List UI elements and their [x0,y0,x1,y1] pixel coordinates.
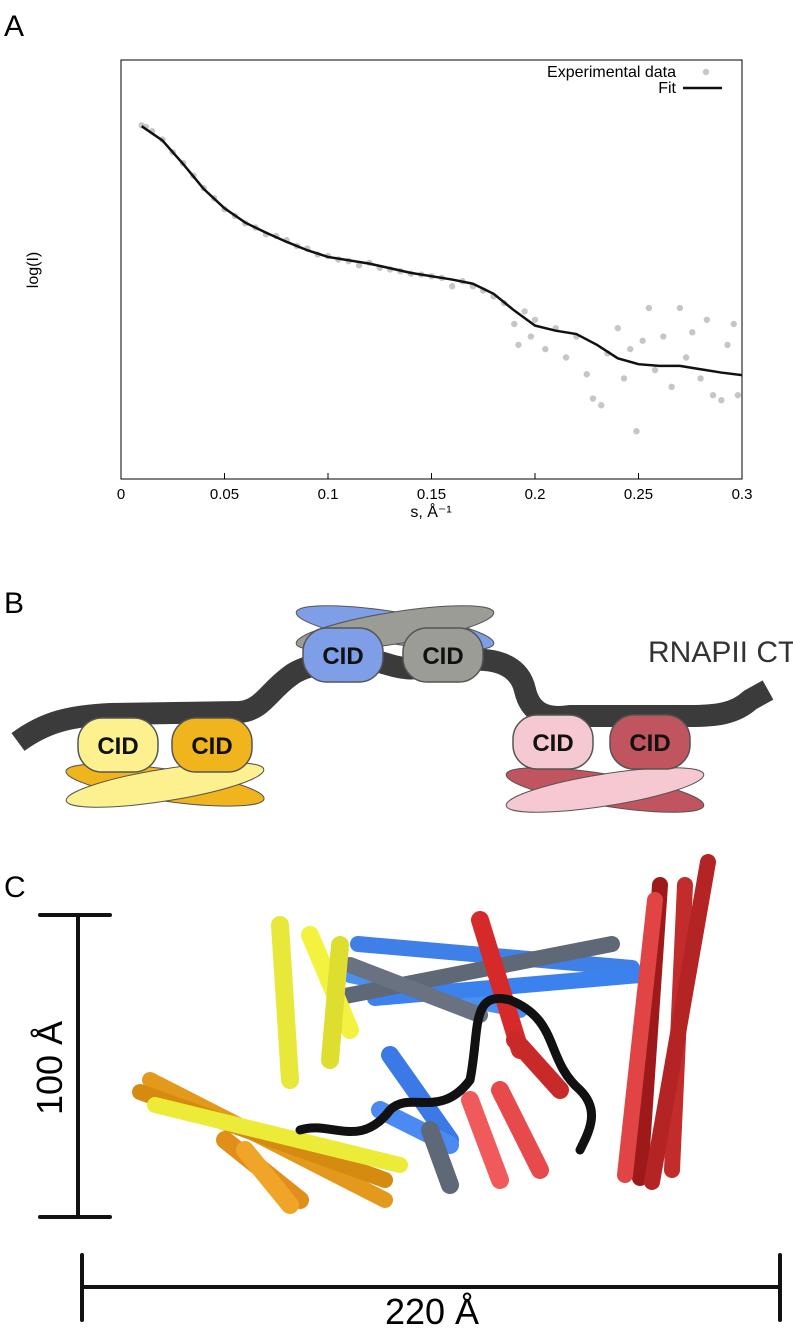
data-point [660,333,667,340]
cid-domain [512,714,594,770]
x-tick-label: 0.25 [624,486,653,503]
cid-label: CID [422,643,463,670]
cid-domain [77,717,159,773]
data-point [709,392,717,399]
structure [38,854,782,1322]
data-point [449,283,456,290]
data-point [515,341,522,349]
cid-label: CID [97,733,138,760]
cid-domain [402,627,484,683]
cid-domain [171,717,253,773]
cid-label: CID [629,730,670,757]
data-point [627,345,634,353]
data-point [620,375,628,382]
fit-line [140,125,743,377]
panel-label: B [4,587,24,620]
legend-marker [702,68,710,76]
panel-label: C [4,871,26,904]
data-point [589,395,597,402]
data-point [562,354,570,361]
data-point [718,397,725,404]
x-tick-label: 0.05 [210,486,239,503]
data-point [598,402,605,409]
width-label: 220 Å [385,1291,479,1329]
data-point [531,316,539,323]
data-point [645,304,653,312]
helix-pairs [65,605,705,813]
data-point [697,375,704,382]
y-axis-label: log(I) [25,252,42,288]
legend-label: Fit [658,80,676,97]
cid-label: CID [322,643,363,670]
data-point [633,428,640,435]
data-point [689,329,696,336]
data-point [583,371,590,378]
data-point [682,354,690,361]
data-point [542,345,549,353]
data-point [614,324,621,332]
data-point [521,308,528,315]
x-axis-label: s, Å⁻¹ [410,502,451,521]
data-point [724,341,731,349]
height-label: 100 Å [29,1021,70,1115]
x-tick-label: 0.3 [732,486,753,503]
x-tick-label: 0 [117,486,125,503]
cid-domain [302,627,384,683]
diagram: CID CID CID CID CID CID RNAPII CTD [11,605,793,813]
data-point [668,383,675,391]
x-tick-label: 0.15 [417,486,446,503]
x-tick-label: 0.1 [318,486,339,503]
data-point [639,337,646,344]
chart: 0 0.05 0.1 0.15 0.2 0.25 0.3 Experimental dataF… [117,64,753,503]
data-point [703,316,711,323]
data-point [527,333,535,340]
plot-frame [120,59,743,480]
panel-label: A [4,10,24,43]
legend-label: Experimental data [547,64,676,81]
diagram-label: RNAPII CTD [648,636,793,669]
data-point [355,262,363,269]
x-tick-label: 0.2 [525,486,546,503]
cid-label: CID [532,730,573,757]
data-point [511,320,518,328]
data-point [730,320,737,328]
cid-label: CID [191,733,232,760]
data-point [651,366,659,374]
data-point [734,392,742,399]
cid-domain [609,714,691,770]
data-point [676,304,684,312]
